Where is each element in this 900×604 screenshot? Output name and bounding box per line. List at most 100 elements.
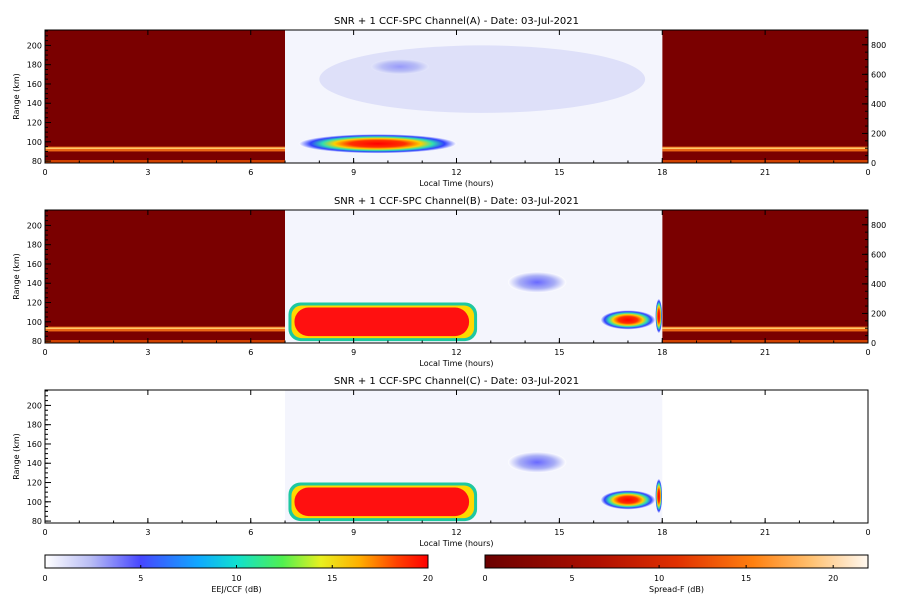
- y-tick-label: 200: [27, 401, 42, 410]
- right-tick-label: 600: [871, 250, 886, 259]
- x-tick-label: 0: [42, 348, 47, 357]
- spread-f-window: [662, 210, 868, 343]
- x-axis-label: Local Time (hours): [419, 359, 493, 368]
- right-tick-label: 400: [871, 280, 886, 289]
- eej-region: [600, 490, 656, 510]
- colorbar-tick-label: 0: [482, 574, 487, 583]
- x-tick-label: 12: [451, 168, 461, 177]
- spread-f-window: [45, 30, 286, 163]
- x-tick-label: 3: [145, 168, 150, 177]
- spread-f-window: [45, 210, 286, 343]
- x-axis-label: Local Time (hours): [419, 539, 493, 548]
- y-tick-label: 140: [27, 459, 42, 468]
- chart-title: SNR + 1 CCF-SPC Channel(A) - Date: 03-Ju…: [334, 16, 579, 27]
- eej-region-core: [294, 307, 470, 337]
- x-tick-label: 9: [351, 168, 356, 177]
- chart-panel-c: SNR + 1 CCF-SPC Channel(C) - Date: 03-Ju…: [12, 376, 871, 548]
- colorbar-tick-label: 10: [231, 574, 241, 583]
- x-tick-label: 18: [657, 528, 667, 537]
- y-tick-label: 80: [32, 517, 42, 526]
- x-tick-label: 0: [42, 168, 47, 177]
- colorbar-tick-label: 15: [741, 574, 751, 583]
- spread-f-band: [45, 326, 286, 332]
- x-tick-label: 21: [760, 168, 770, 177]
- colorbar-tick-label: 10: [654, 574, 664, 583]
- x-tick-label: 0: [865, 168, 870, 177]
- right-tick-label: 400: [871, 100, 886, 109]
- eej-region: [319, 45, 646, 113]
- right-tick-label: 800: [871, 221, 886, 230]
- spread-f-band: [45, 146, 286, 152]
- eej-region: [507, 271, 567, 293]
- eej-region: [600, 310, 656, 330]
- spread-f-window: [662, 30, 868, 163]
- y-tick-label: 180: [27, 61, 42, 70]
- right-tick-label: 200: [871, 309, 886, 318]
- colorbar-tick-label: 5: [138, 574, 143, 583]
- y-tick-label: 80: [32, 337, 42, 346]
- x-tick-label: 0: [42, 528, 47, 537]
- colorbar-tick-label: 20: [828, 574, 838, 583]
- colorbar-spread-f: 0 5 10 15 20 Spread-F (dB): [482, 554, 869, 594]
- colorbar-gradient: [484, 554, 869, 569]
- x-tick-label: 0: [865, 348, 870, 357]
- x-tick-label: 9: [351, 348, 356, 357]
- colorbar-label: Spread-F (dB): [649, 585, 704, 594]
- y-tick-label: 140: [27, 99, 42, 108]
- colorbar-tick-label: 15: [327, 574, 337, 583]
- eej-region-core: [294, 487, 470, 517]
- y-tick-label: 120: [27, 119, 42, 128]
- spread-f-band-core: [662, 327, 868, 329]
- y-tick-label: 200: [27, 41, 42, 50]
- x-tick-label: 12: [451, 528, 461, 537]
- x-tick-label: 3: [145, 348, 150, 357]
- colorbar-eej: 0 5 10 15 20 EEJ/CCF (dB): [42, 554, 433, 594]
- colorbar-tick-label: 20: [423, 574, 433, 583]
- x-tick-label: 15: [554, 168, 564, 177]
- eej-region: [298, 134, 457, 154]
- spread-f-floor: [45, 160, 286, 163]
- y-tick-label: 100: [27, 498, 42, 507]
- y-tick-label: 160: [27, 80, 42, 89]
- spread-f-band: [662, 146, 868, 152]
- y-tick-label: 80: [32, 157, 42, 166]
- colorbar-label: EEJ/CCF (dB): [211, 585, 261, 594]
- chart-title: SNR + 1 CCF-SPC Channel(C) - Date: 03-Ju…: [334, 376, 579, 387]
- x-tick-label: 6: [248, 528, 253, 537]
- eej-region: [655, 478, 663, 514]
- y-tick-label: 100: [27, 138, 42, 147]
- colorbar-tick-label: 5: [569, 574, 574, 583]
- spread-f-band-core: [662, 147, 868, 149]
- x-tick-label: 21: [760, 348, 770, 357]
- chart-panel-b: SNR + 1 CCF-SPC Channel(B) - Date: 03-Ju…: [12, 196, 886, 368]
- y-tick-label: 140: [27, 279, 42, 288]
- spread-f-band-core: [45, 147, 286, 149]
- y-axis-label: Range (km): [12, 433, 21, 480]
- x-tick-label: 6: [248, 168, 253, 177]
- right-tick-label: 200: [871, 129, 886, 138]
- y-axis-label: Range (km): [12, 253, 21, 300]
- chart-panel-a: SNR + 1 CCF-SPC Channel(A) - Date: 03-Ju…: [12, 16, 886, 188]
- y-tick-label: 160: [27, 440, 42, 449]
- right-tick-label: 600: [871, 70, 886, 79]
- y-tick-label: 100: [27, 318, 42, 327]
- y-tick-label: 120: [27, 299, 42, 308]
- x-tick-label: 12: [451, 348, 461, 357]
- x-tick-label: 0: [865, 528, 870, 537]
- right-tick-label: 800: [871, 41, 886, 50]
- x-tick-label: 9: [351, 528, 356, 537]
- y-tick-label: 180: [27, 421, 42, 430]
- spread-f-floor: [45, 340, 286, 343]
- x-tick-label: 21: [760, 528, 770, 537]
- y-axis-label: Range (km): [12, 73, 21, 120]
- y-tick-label: 120: [27, 479, 42, 488]
- y-tick-label: 160: [27, 260, 42, 269]
- eej-region: [507, 451, 567, 473]
- x-tick-label: 3: [145, 528, 150, 537]
- y-tick-label: 180: [27, 241, 42, 250]
- x-tick-label: 18: [657, 168, 667, 177]
- right-tick-label: 0: [871, 339, 876, 348]
- x-tick-label: 6: [248, 348, 253, 357]
